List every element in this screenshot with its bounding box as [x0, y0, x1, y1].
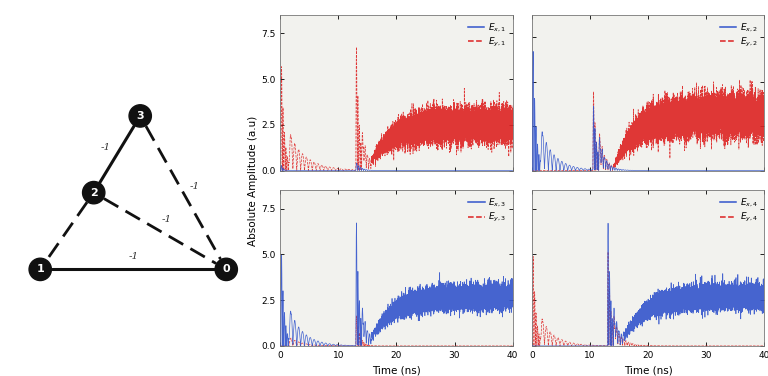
Legend: $E_{x,3}$, $E_{y,3}$: $E_{x,3}$, $E_{y,3}$ — [466, 195, 508, 226]
Text: -1: -1 — [128, 252, 138, 261]
Legend: $E_{x,1}$, $E_{y,1}$: $E_{x,1}$, $E_{y,1}$ — [466, 20, 508, 51]
Circle shape — [215, 258, 237, 280]
Text: -1: -1 — [101, 143, 111, 152]
Legend: $E_{x,4}$, $E_{y,4}$: $E_{x,4}$, $E_{y,4}$ — [718, 195, 760, 226]
Text: Absolute Amplitude (a.u): Absolute Amplitude (a.u) — [248, 115, 259, 246]
Text: -1: -1 — [161, 215, 171, 224]
Text: 3: 3 — [137, 111, 144, 121]
Legend: $E_{x,2}$, $E_{y,2}$: $E_{x,2}$, $E_{y,2}$ — [718, 20, 760, 51]
Circle shape — [29, 258, 51, 280]
Circle shape — [82, 182, 105, 204]
Text: 1: 1 — [36, 264, 44, 274]
X-axis label: Time (ns): Time (ns) — [372, 365, 421, 375]
X-axis label: Time (ns): Time (ns) — [624, 365, 673, 375]
Text: 0: 0 — [223, 264, 230, 274]
Text: 2: 2 — [90, 188, 98, 198]
Circle shape — [129, 105, 151, 127]
Text: -1: -1 — [190, 182, 200, 191]
